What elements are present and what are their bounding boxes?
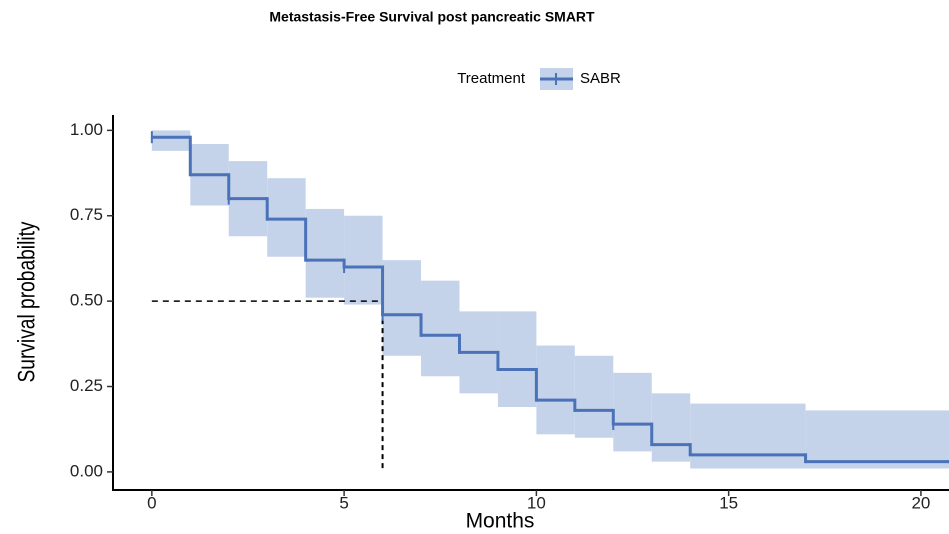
confidence-band bbox=[267, 178, 306, 257]
confidence-band bbox=[344, 215, 383, 305]
confidence-band bbox=[151, 130, 191, 151]
confidence-band bbox=[651, 393, 691, 462]
legend-label: SABR bbox=[580, 70, 621, 87]
y-tick-label: 0.50 bbox=[70, 291, 103, 310]
x-tick-label: 15 bbox=[719, 493, 738, 512]
confidence-band bbox=[690, 403, 806, 469]
confidence-band bbox=[613, 372, 652, 452]
x-tick-label: 10 bbox=[527, 493, 546, 512]
confidence-band bbox=[305, 208, 345, 298]
y-tick-label: 0.75 bbox=[70, 205, 103, 224]
chart-title: Metastasis-Free Survival post pancreatic… bbox=[269, 9, 595, 25]
legend-title: Treatment bbox=[457, 70, 526, 87]
x-axis-label: Months bbox=[466, 510, 535, 533]
confidence-band bbox=[382, 260, 422, 356]
x-tick-label: 0 bbox=[147, 493, 156, 512]
y-tick-label: 0.00 bbox=[70, 461, 103, 480]
confidence-band bbox=[536, 345, 575, 435]
confidence-band bbox=[421, 280, 460, 377]
confidence-band bbox=[497, 311, 537, 408]
y-axis-label: Survival probability bbox=[12, 221, 40, 382]
confidence-band bbox=[805, 410, 949, 469]
y-tick-label: 1.00 bbox=[70, 120, 103, 139]
y-tick-label: 0.25 bbox=[70, 376, 103, 395]
x-tick-label: 20 bbox=[911, 493, 930, 512]
confidence-band bbox=[574, 355, 614, 438]
x-tick-label: 5 bbox=[339, 493, 348, 512]
